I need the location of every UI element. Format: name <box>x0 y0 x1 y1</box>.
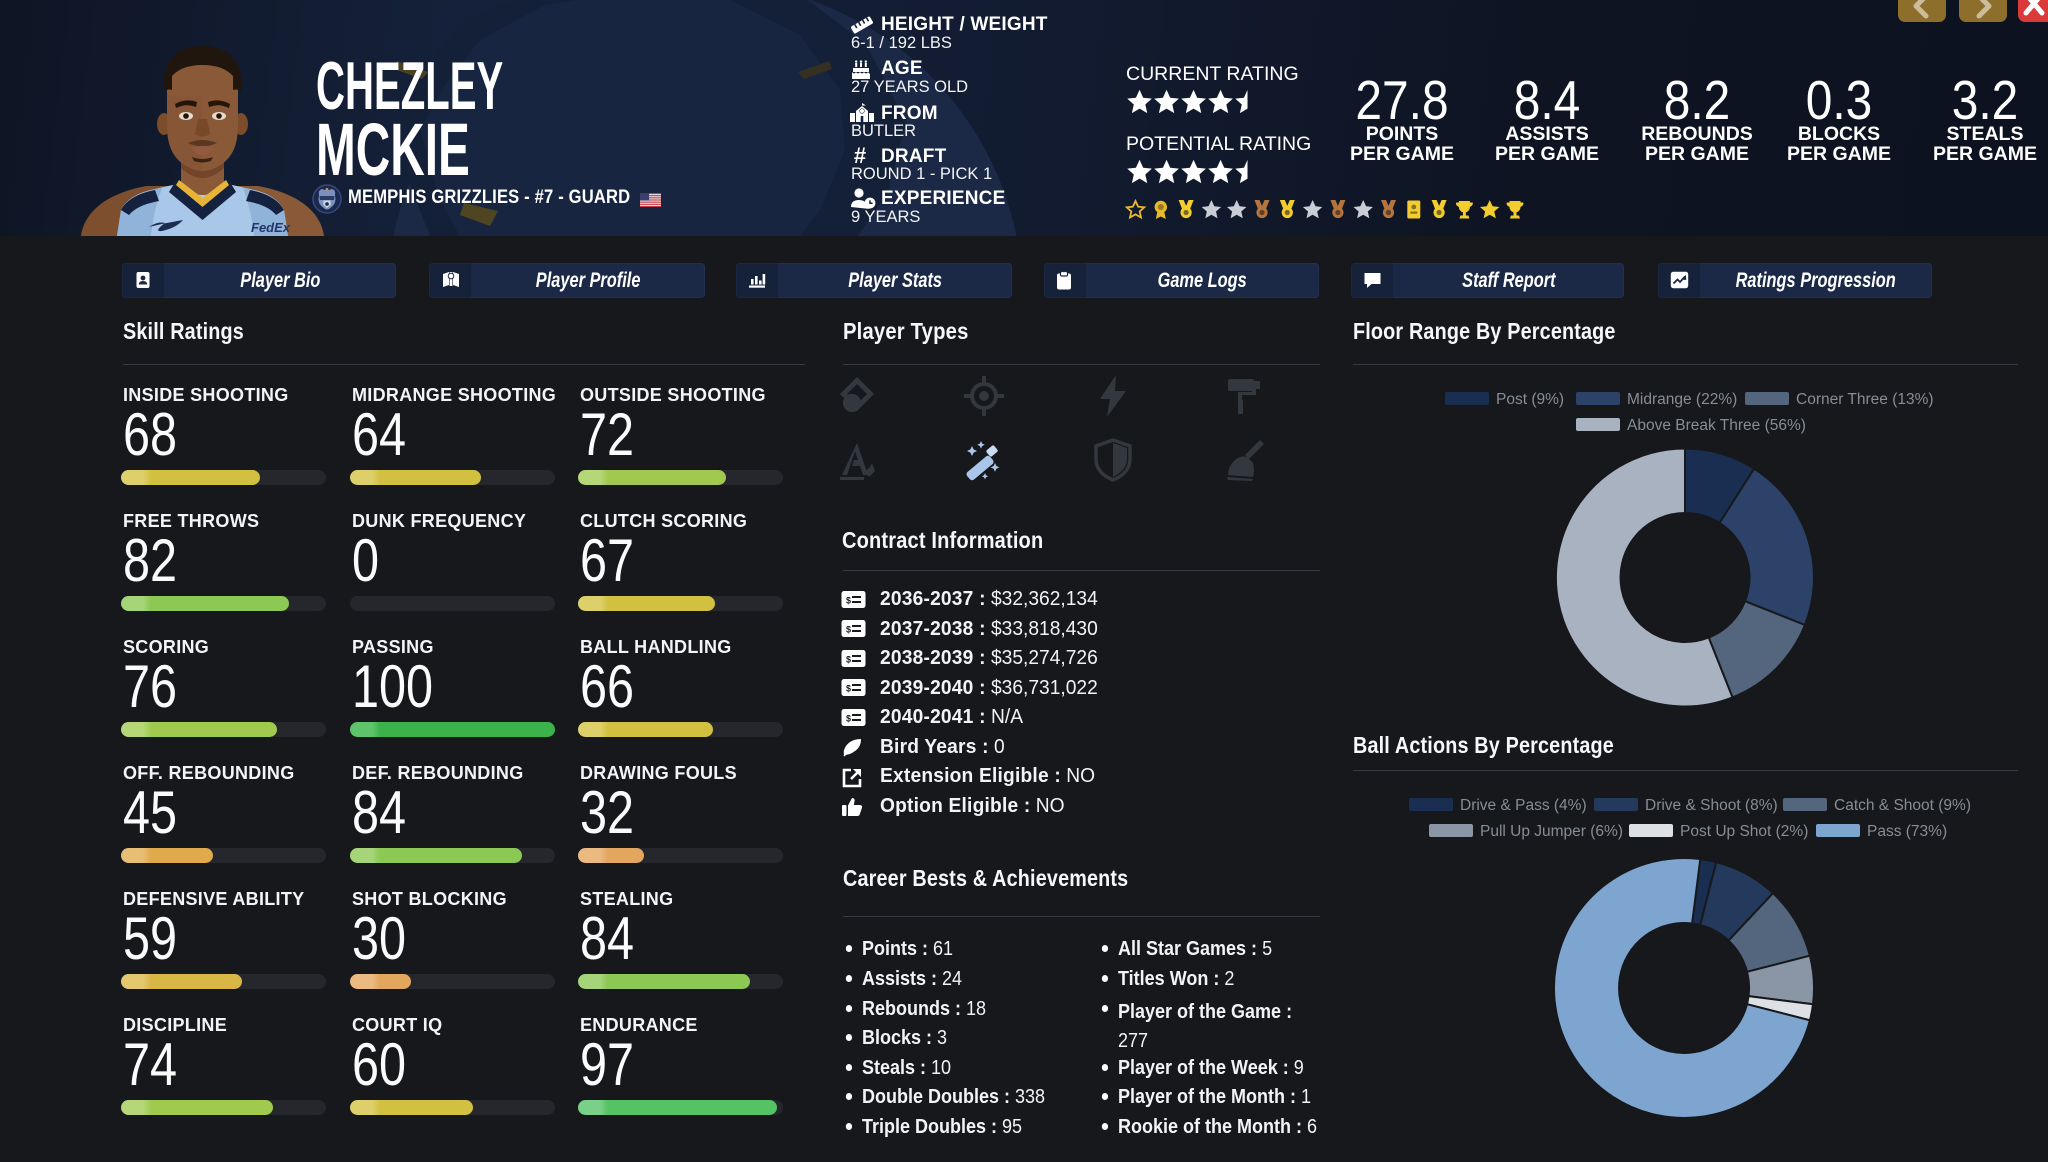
svg-text:$: $ <box>846 713 851 723</box>
svg-text:$: $ <box>846 654 851 664</box>
svg-text:#: # <box>854 144 866 168</box>
svg-text:FedEx: FedEx <box>251 220 291 235</box>
svg-text:$: $ <box>846 595 851 605</box>
svg-text:$: $ <box>846 625 851 635</box>
svg-text:$: $ <box>846 684 851 694</box>
